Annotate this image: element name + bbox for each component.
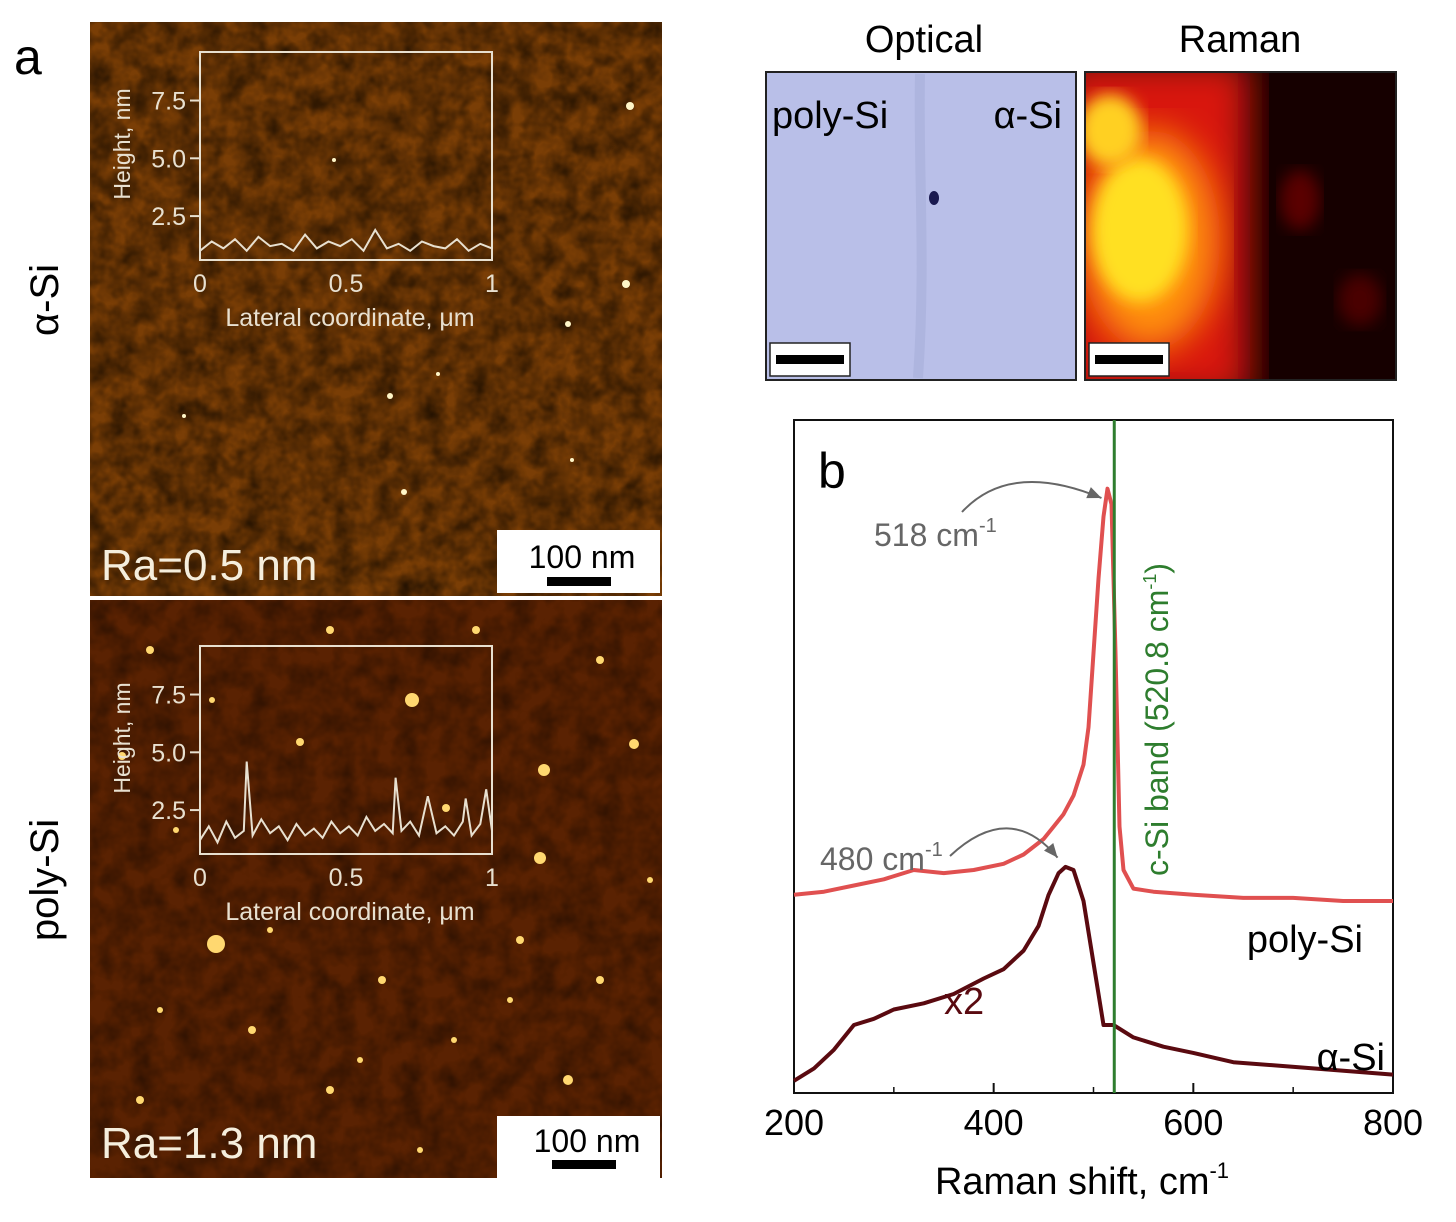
scale-bar-top-label: 100 nm [529, 539, 636, 575]
scale-bar-top: 100 nm [497, 530, 660, 593]
poly-si-side-label: poly-Si [23, 819, 67, 941]
inset-y-tick-label: 5.0 [151, 145, 186, 173]
annotation-arrowhead [1086, 487, 1102, 499]
annotation-arrow [961, 481, 1102, 513]
raman-scale-bar [1095, 355, 1163, 364]
annotation-arrowhead [1044, 842, 1058, 858]
annotation-518: 518 cm-1 [874, 515, 997, 553]
inset-y-tick-label: 2.5 [151, 203, 186, 231]
inset-x-tick-label: 0 [193, 864, 207, 892]
roughness-alpha-si: Ra=0.5 nm [101, 541, 317, 590]
optical-scale-bar [776, 355, 844, 364]
afm-grains [118, 626, 653, 1163]
afm-inset-poly-si: 2.5 5.0 7.5 0 0.5 1 Lateral coordinate, μm Heig… [109, 645, 499, 926]
panel-b-label: b [818, 443, 846, 499]
inset-y-axis-title: Height, nm [109, 88, 135, 199]
reference-line-label: c-Si band (520.8 cm-1) [1139, 563, 1175, 876]
x-tick-label: 600 [1163, 1102, 1223, 1143]
x-tick-label: 200 [764, 1102, 824, 1143]
raman-spectrum-chart: 200 400 600 800 [764, 419, 1423, 1143]
inset-y-tick-label: 2.5 [151, 797, 186, 825]
inset-x-tick-label: 0.5 [329, 864, 364, 892]
spectrum-series-alpha-si [792, 864, 1394, 1083]
inset-x-tick-label: 0 [193, 270, 207, 298]
roughness-poly-si: Ra=1.3 nm [101, 1119, 317, 1168]
raman-title: Raman [1179, 19, 1302, 61]
afm-bright-spots [182, 102, 634, 495]
inset-y-axis-title: Height, nm [109, 682, 135, 793]
optical-image: poly-Si α-Si [765, 71, 1077, 381]
optical-poly-si-label: poly-Si [772, 95, 888, 137]
inset-x-axis-title: Lateral coordinate, μm [225, 304, 474, 332]
inset-x-tick-label: 1 [485, 270, 499, 298]
inset-y-tick-label: 7.5 [151, 88, 186, 116]
inset-profile-line [199, 228, 493, 253]
optical-title: Optical [865, 19, 983, 61]
x-tick-label: 400 [964, 1102, 1024, 1143]
afm-image-alpha-si [90, 22, 662, 596]
x-axis-title: Raman shift, cm-1 [935, 1158, 1229, 1203]
multiplier-label: x2 [944, 981, 984, 1023]
raman-map [1084, 71, 1397, 381]
poly-si-series-label: poly-Si [1247, 919, 1363, 961]
afm-image-poly-si [90, 600, 662, 1178]
inset-x-axis-title: Lateral coordinate, μm [225, 898, 474, 926]
inset-y-tick-label: 7.5 [151, 682, 186, 710]
inset-y-tick-label: 5.0 [151, 739, 186, 767]
annotation-arrow [949, 827, 1059, 859]
optical-particle [929, 191, 939, 205]
inset-x-tick-label: 0.5 [329, 270, 364, 298]
panel-a-label: a [14, 29, 42, 85]
inset-x-tick-label: 1 [485, 864, 499, 892]
alpha-si-side-label: α-Si [23, 264, 67, 336]
scale-bar-bottom-label: 100 nm [534, 1123, 641, 1159]
annotation-480: 480 cm-1 [820, 839, 943, 877]
optical-alpha-si-label: α-Si [994, 95, 1062, 137]
x-tick-label: 800 [1363, 1102, 1423, 1143]
alpha-si-series-label: α-Si [1317, 1037, 1385, 1079]
spectrum-series-poly-si [793, 486, 1393, 903]
inset-profile-line [199, 761, 493, 845]
afm-inset-alpha-si: 2.5 5.0 7.5 0 0.5 1 Lateral coordinate, μm Heig… [109, 51, 499, 332]
scale-bar-bottom: 100 nm [497, 1116, 660, 1178]
